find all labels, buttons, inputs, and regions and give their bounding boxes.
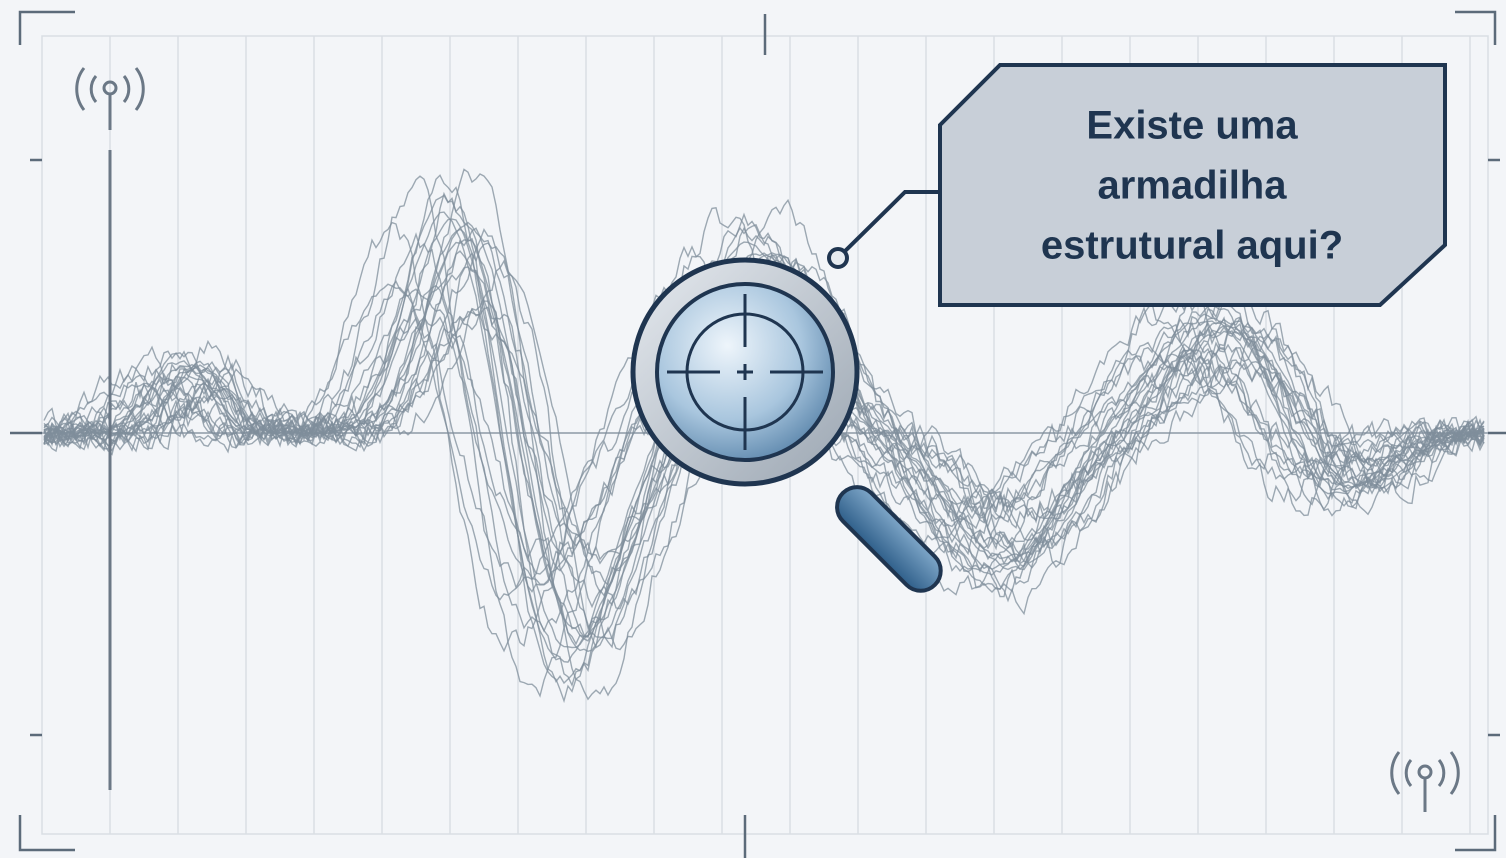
corner-brackets xyxy=(10,10,1506,858)
callout-line: estrutural aqui? xyxy=(1041,224,1343,268)
waveform xyxy=(43,221,1485,653)
magnifier xyxy=(630,257,943,593)
callout-line: armadilha xyxy=(1098,164,1288,208)
waveform xyxy=(43,218,1485,649)
callout: Existe uma armadilha estrutural aqui? xyxy=(827,63,1447,307)
antenna-icon xyxy=(1390,751,1460,812)
callout-line: Existe uma xyxy=(1086,104,1298,148)
antenna-icon xyxy=(75,67,145,790)
